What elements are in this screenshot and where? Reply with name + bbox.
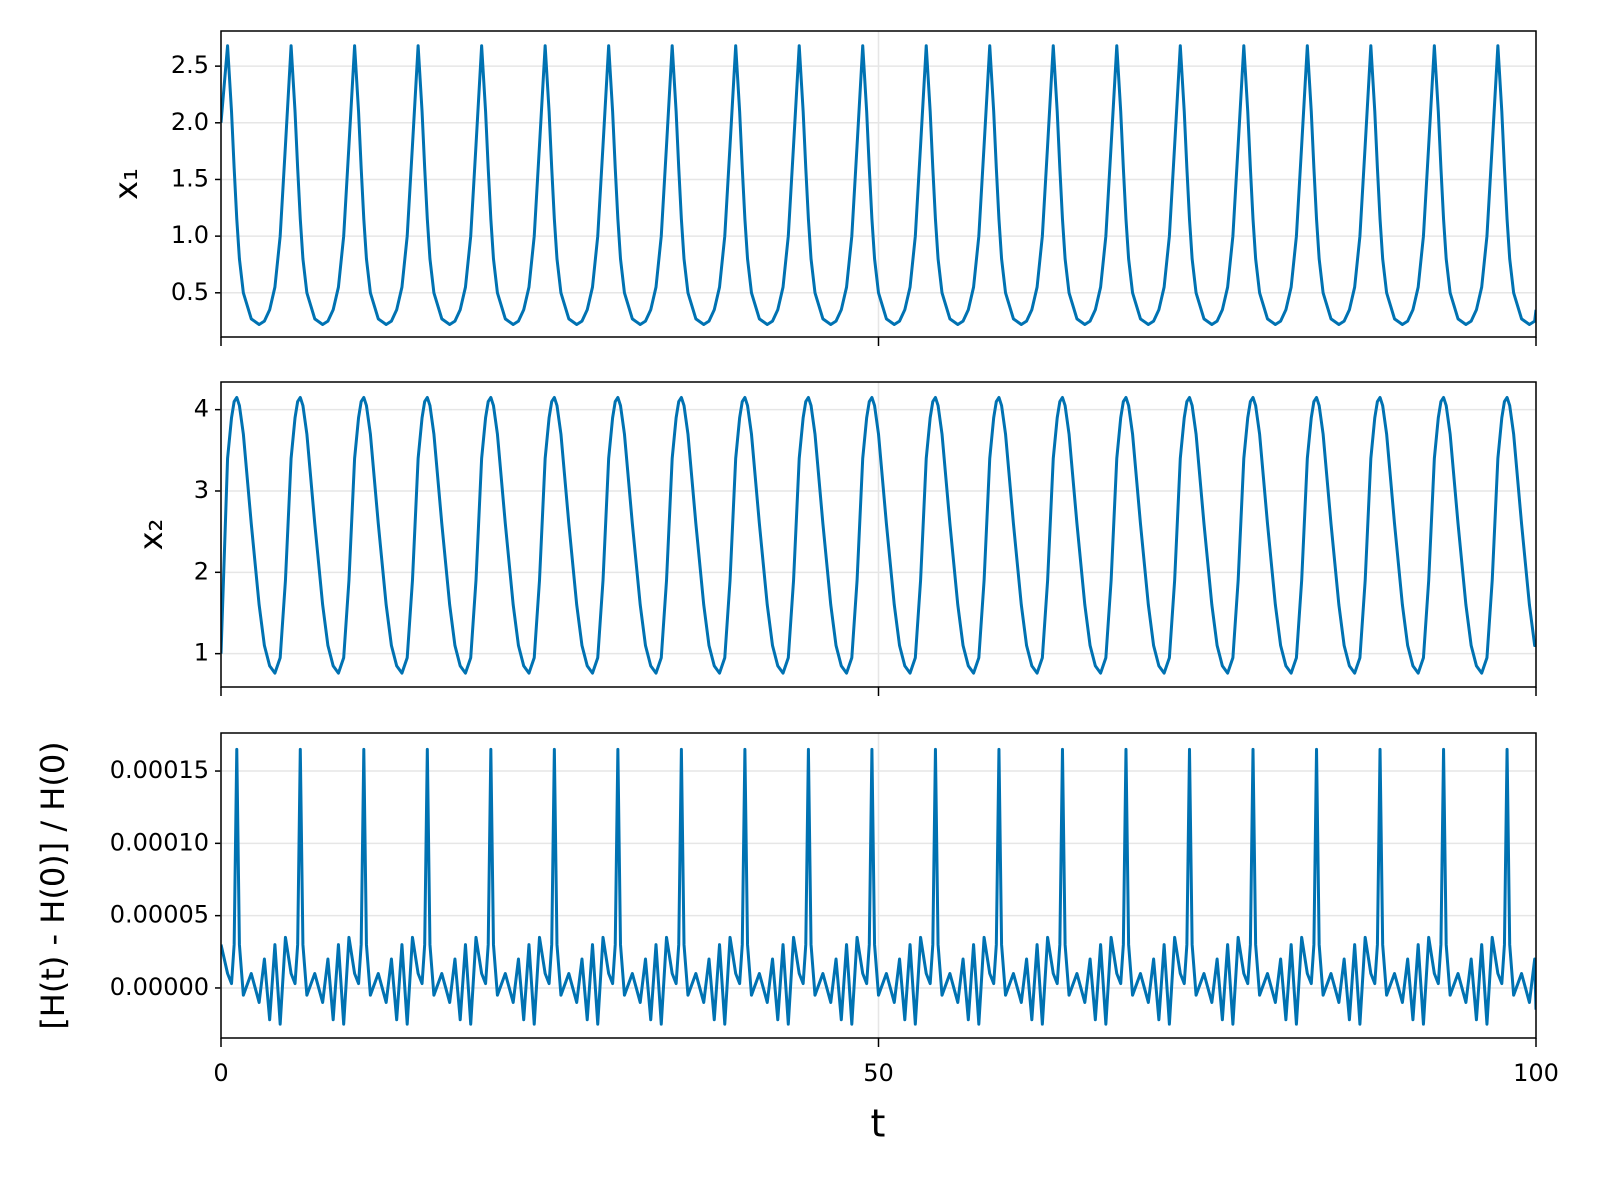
y-tick-label: 0.00005: [110, 901, 209, 929]
y-tick-label: 3: [194, 476, 209, 504]
y-tick-label: 1: [194, 639, 209, 667]
y-tick-label: 0.00010: [110, 828, 209, 856]
data-line: [221, 44, 1536, 327]
plot-frame: [220, 381, 1537, 688]
y-tick-label: 4: [194, 395, 209, 423]
plot-frame: [220, 30, 1537, 338]
y-tick-label: 0.00000: [110, 973, 209, 1001]
x-tick-label: 100: [1513, 1059, 1559, 1087]
y-tick-label: 2.0: [171, 108, 209, 136]
y-tick-label: 1.0: [171, 221, 209, 249]
y-axis-label: x₁: [107, 168, 145, 200]
y-tick-label: 2.5: [171, 51, 209, 79]
x-tick-label: 50: [863, 1059, 894, 1087]
data-line: [221, 395, 1536, 675]
x-tick-label: 0: [213, 1059, 228, 1087]
y-axis-label: [H(t) - H(0)] / H(0): [34, 741, 72, 1029]
y-tick-label: 2: [194, 557, 209, 585]
y-tick-label: 0.00015: [110, 756, 209, 784]
y-axis-label: x₂: [132, 519, 170, 551]
y-tick-label: 0.5: [171, 278, 209, 306]
data-line: [221, 747, 1536, 1026]
y-tick-label: 1.5: [171, 164, 209, 192]
x-axis-label: t: [871, 1102, 886, 1146]
plot-frame: [220, 732, 1537, 1039]
